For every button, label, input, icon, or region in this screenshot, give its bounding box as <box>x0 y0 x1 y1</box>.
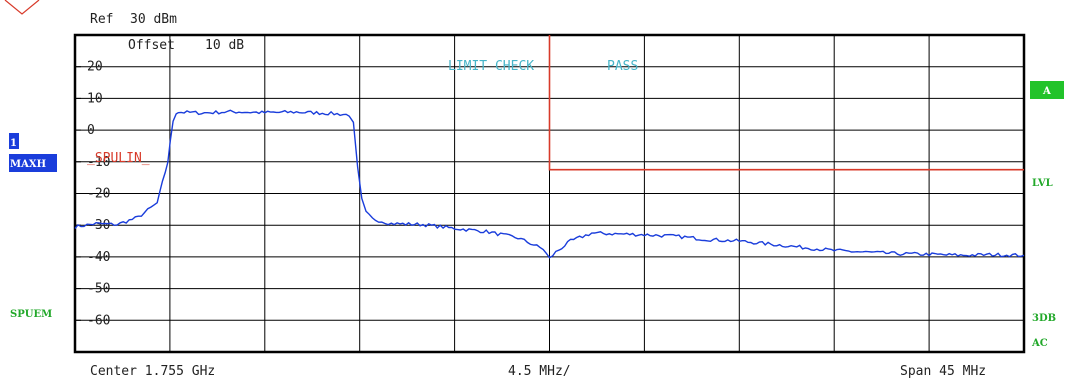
trace-a-badge <box>1030 81 1064 99</box>
ref-value: 30 dBm <box>130 12 177 27</box>
y-tick-label: -60 <box>87 313 110 328</box>
limit-line <box>548 35 1024 171</box>
measurement-label: SPUEM <box>10 309 52 320</box>
plot-area: 20 10 0 -10 -20 -30 -40 -50 -60 Offset 10 dB LIM… <box>73 33 1026 354</box>
y-tick-label: -40 <box>87 250 110 265</box>
limit-check-result: PASS <box>607 59 638 74</box>
offset-label: Offset <box>128 38 175 53</box>
trace-mode-badge <box>9 154 57 172</box>
y-tick-label: 0 <box>87 123 95 138</box>
limit-line-name: _SPULIN_ <box>87 151 150 166</box>
y-tick-label: -10 <box>87 155 110 170</box>
trace-a-label: A <box>1042 86 1051 97</box>
y-tick-label: -50 <box>87 282 110 297</box>
ref-label: Ref <box>90 12 113 27</box>
limit-lines <box>548 35 1024 171</box>
per-division: 4.5 MHz/ <box>508 364 571 379</box>
y-tick-label: -30 <box>87 218 110 233</box>
trace-layer <box>74 109 1025 259</box>
trace-line <box>74 109 1025 259</box>
y-tick-label: -20 <box>87 187 110 202</box>
trace-number: 1 <box>10 138 17 149</box>
y-tick-label: 10 <box>87 91 103 106</box>
coupling-label: AC <box>1031 338 1048 349</box>
trace-number-badge <box>9 133 19 149</box>
center-frequency: Center 1.755 GHz <box>90 364 215 379</box>
lvl-label: LVL <box>1032 178 1053 189</box>
trace-mode: MAXH <box>10 159 46 170</box>
offset-value: 10 dB <box>205 38 244 53</box>
y-tick-label: 20 <box>87 60 103 75</box>
marker-indicator-icon <box>4 0 40 15</box>
y-tick-labels: 20 10 0 -10 -20 -30 -40 -50 -60 <box>75 60 110 328</box>
span: Span 45 MHz <box>900 364 986 379</box>
bandwidth-label: 3DB <box>1032 313 1056 324</box>
limit-check-label: LIMIT CHECK <box>448 59 534 74</box>
